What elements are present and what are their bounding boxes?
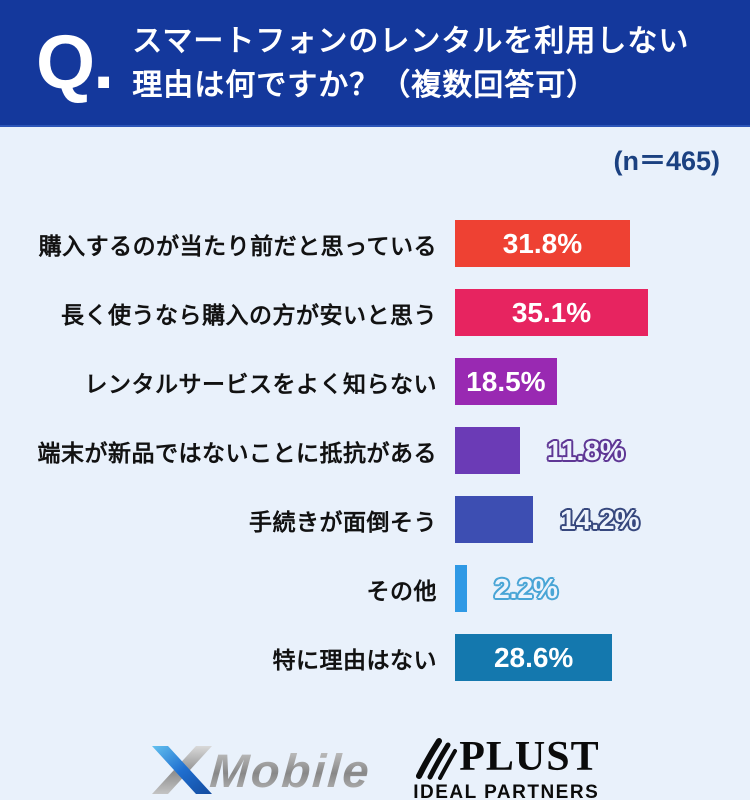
value-label-outside: 11.8% [546, 434, 625, 466]
category-label: その他 [366, 577, 437, 604]
bar: 28.6% [455, 634, 613, 681]
bar-area: 35.1% [455, 289, 750, 336]
bar: 31.8% [455, 220, 630, 267]
plust-wordmark: PLUST [459, 734, 600, 780]
value-label-inside: 28.6% [493, 641, 574, 673]
value-label-outside: 2.2% [494, 572, 558, 604]
bar: 35.1% [455, 289, 649, 336]
plust-logo: PLUST IDEAL PARTNERS [413, 736, 599, 800]
bar [455, 496, 534, 543]
plust-subtitle: IDEAL PARTNERS [413, 782, 600, 800]
question-header: Q. スマートフォンのレンタルを利用しない 理由は何ですか？（複数回答可） [0, 0, 750, 127]
value-label-inside: 35.1% [511, 296, 592, 328]
bar: 18.5% [455, 358, 557, 405]
chart-row: 端末が新品ではないことに抵抗がある 11.8% [0, 416, 750, 485]
bar-area: 18.5% [455, 358, 750, 405]
xmobile-x-icon [152, 746, 213, 794]
category-label: 長く使うなら購入の方が安いと思う [61, 301, 437, 328]
bar-area: 14.2% [455, 496, 750, 543]
category-label: 端末が新品ではないことに抵抗がある [37, 439, 437, 466]
q-mark: Q. [36, 19, 114, 105]
chart-row: レンタルサービスをよく知らない 18.5% [0, 347, 750, 416]
category-label: 手続きが面倒そう [249, 508, 437, 535]
value-label-outside: 14.2% [560, 503, 640, 535]
chart-row: 長く使うなら購入の方が安いと思う 35.1% [0, 278, 750, 347]
question-title-line2: 理由は何ですか？（複数回答可） [132, 68, 598, 102]
chart-rows: 購入するのが当たり前だと思っている 31.8% 長く使うなら購入の方が安いと思う… [0, 209, 750, 692]
xmobile-logo: Mobile [150, 742, 374, 798]
plust-brush-icon [416, 738, 458, 780]
bar [455, 565, 468, 612]
sample-size-label: (n＝465) [613, 146, 720, 176]
chart-row: 手続きが面倒そう 14.2% [0, 485, 750, 554]
bar-area: 28.6% [455, 634, 750, 681]
bar-area: 2.2% [455, 565, 750, 612]
footer-logos: Mobile PLUST IDEAL PARTNERS [0, 736, 750, 800]
category-label: 特に理由はない [272, 646, 437, 673]
chart-row: 購入するのが当たり前だと思っている 31.8% [0, 209, 750, 278]
question-title-line1: スマートフォンのレンタルを利用しない [132, 24, 690, 58]
value-label-inside: 31.8% [502, 227, 583, 259]
xmobile-wordmark: Mobile [208, 743, 374, 797]
chart-row: その他 2.2% [0, 554, 750, 623]
category-label: 購入するのが当たり前だと思っている [38, 232, 437, 259]
category-label: レンタルサービスをよく知らない [84, 370, 437, 397]
bar-chart: (n＝465) 購入するのが当たり前だと思っている 31.8% 長く使うなら購入… [0, 127, 750, 692]
question-title: スマートフォンのレンタルを利用しない 理由は何ですか？（複数回答可） [132, 18, 689, 108]
bar [455, 427, 520, 474]
chart-row: 特に理由はない 28.6% [0, 623, 750, 692]
value-label-inside: 18.5% [466, 365, 546, 397]
bar-area: 11.8% [455, 427, 750, 474]
bar-area: 31.8% [455, 220, 750, 267]
